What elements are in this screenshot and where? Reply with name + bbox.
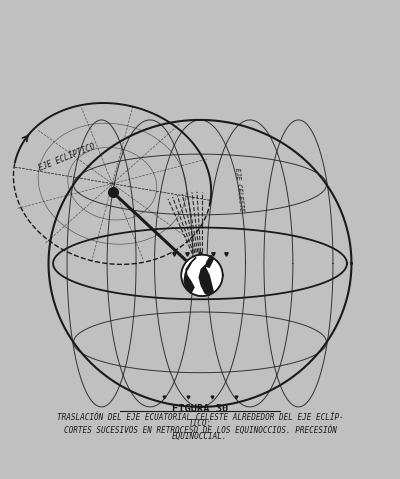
Text: EJE CELESTE: EJE CELESTE: [234, 168, 244, 212]
Polygon shape: [184, 257, 196, 293]
Polygon shape: [199, 255, 213, 296]
Text: EQUINOCCIAL.: EQUINOCCIAL.: [172, 432, 228, 441]
Text: CORTES SUCESIVOS EN RETROCESO DE LOS EQUINOCCIOS. PRECESIÓN: CORTES SUCESIVOS EN RETROCESO DE LOS EQU…: [64, 425, 336, 435]
Text: FIGURA 30: FIGURA 30: [172, 403, 228, 413]
Text: TICO:: TICO:: [188, 419, 212, 428]
Text: EJE ECLÍPTICO: EJE ECLÍPTICO: [37, 142, 96, 173]
Polygon shape: [181, 255, 223, 296]
Text: TRASLACIÓN DEL EJE ECUATORIAL CELESTE ALREDEDOR DEL EJE ECLÍP-: TRASLACIÓN DEL EJE ECUATORIAL CELESTE AL…: [57, 413, 343, 422]
